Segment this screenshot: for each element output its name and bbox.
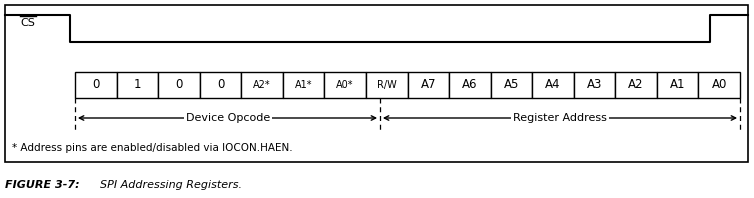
Text: A0: A0 — [712, 78, 727, 91]
Bar — [449, 72, 491, 98]
Bar — [657, 72, 698, 98]
Bar — [117, 72, 158, 98]
Text: A1: A1 — [670, 78, 685, 91]
Text: A1*: A1* — [295, 80, 312, 90]
Bar — [158, 72, 200, 98]
Text: A2*: A2* — [253, 80, 271, 90]
Text: CS: CS — [20, 18, 35, 28]
Bar — [615, 72, 657, 98]
Text: 0: 0 — [217, 78, 224, 91]
Text: A5: A5 — [504, 78, 519, 91]
Text: A7: A7 — [421, 78, 436, 91]
Text: Register Address: Register Address — [513, 113, 607, 123]
Bar — [5, 5, 748, 162]
Text: SPI Addressing Registers.: SPI Addressing Registers. — [100, 180, 242, 190]
Bar — [698, 72, 740, 98]
Bar — [241, 72, 283, 98]
Bar — [532, 72, 574, 98]
Text: A2: A2 — [628, 78, 644, 91]
Text: 0: 0 — [175, 78, 182, 91]
Text: A0*: A0* — [336, 80, 354, 90]
Bar — [366, 72, 407, 98]
Bar — [491, 72, 532, 98]
Text: Device Opcode: Device Opcode — [186, 113, 270, 123]
Bar — [283, 72, 324, 98]
Text: 0: 0 — [92, 78, 100, 91]
Text: 1: 1 — [133, 78, 141, 91]
Text: A6: A6 — [462, 78, 477, 91]
Text: R/W: R/W — [377, 80, 397, 90]
Bar — [75, 72, 117, 98]
Bar — [200, 72, 241, 98]
Text: A3: A3 — [587, 78, 602, 91]
Bar — [407, 72, 449, 98]
Text: FIGURE 3-7:: FIGURE 3-7: — [5, 180, 80, 190]
Text: * Address pins are enabled/disabled via IOCON.HAEN.: * Address pins are enabled/disabled via … — [12, 143, 293, 153]
Text: A4: A4 — [545, 78, 561, 91]
Bar — [574, 72, 615, 98]
Bar — [324, 72, 366, 98]
